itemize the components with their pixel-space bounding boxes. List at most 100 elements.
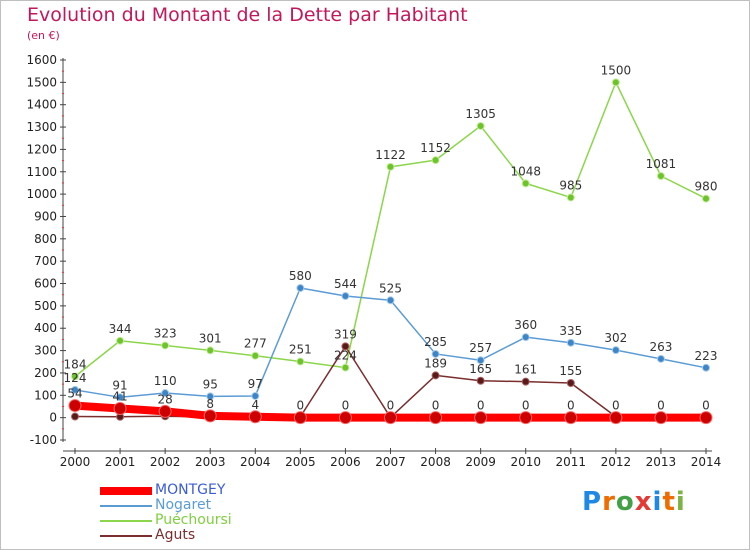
data-point bbox=[71, 412, 79, 421]
data-point bbox=[161, 389, 170, 398]
data-point bbox=[296, 357, 305, 366]
y-tick-label: 500 bbox=[34, 299, 57, 313]
data-label: 319 bbox=[334, 327, 357, 341]
data-point bbox=[609, 411, 623, 425]
data-label: 525 bbox=[379, 281, 402, 295]
data-label-layer: 54 41 28 8 4 0 0 0 0 0 0 0 0 0 0 124 91 110 95 97 580 544 525 2… bbox=[64, 63, 718, 412]
data-point bbox=[203, 409, 217, 423]
legend-label: Nogaret bbox=[155, 497, 212, 513]
unit-label: (en €) bbox=[27, 29, 60, 42]
data-label: 124 bbox=[64, 371, 87, 385]
data-label: 0 bbox=[297, 399, 305, 413]
legend-label: MONTGEY bbox=[155, 482, 226, 498]
data-label: 184 bbox=[64, 358, 87, 372]
legend-swatch bbox=[100, 505, 152, 507]
data-point bbox=[656, 172, 665, 181]
y-tick-label: 1200 bbox=[26, 142, 57, 156]
data-point bbox=[431, 371, 440, 380]
y-tick-label: 700 bbox=[34, 254, 57, 268]
data-point bbox=[476, 376, 485, 385]
data-label: 263 bbox=[649, 340, 672, 354]
data-point bbox=[654, 411, 668, 425]
data-point bbox=[251, 351, 260, 360]
data-label: 1305 bbox=[465, 107, 496, 121]
data-label: 189 bbox=[424, 356, 447, 370]
x-tick-label: 2004 bbox=[240, 455, 271, 469]
x-tick-label: 2000 bbox=[60, 455, 91, 469]
legend-label: Aguts bbox=[155, 527, 196, 543]
data-label: 302 bbox=[604, 331, 627, 345]
data-point bbox=[161, 341, 170, 350]
data-point bbox=[158, 404, 172, 418]
data-point bbox=[341, 363, 350, 372]
x-tick-label: 2007 bbox=[375, 455, 406, 469]
data-label: 323 bbox=[154, 326, 177, 340]
y-tick-label: -100 bbox=[30, 433, 57, 447]
data-label: 161 bbox=[514, 363, 537, 377]
axes: -100010020030040050060070080090010001100… bbox=[26, 53, 721, 469]
data-point bbox=[521, 377, 530, 386]
data-point bbox=[68, 399, 82, 413]
x-tick-label: 2013 bbox=[646, 455, 677, 469]
data-label: 277 bbox=[244, 337, 267, 351]
data-point bbox=[656, 354, 665, 363]
data-point bbox=[116, 336, 125, 345]
x-tick-label: 2005 bbox=[285, 455, 316, 469]
data-label: 360 bbox=[514, 318, 537, 332]
data-label: 335 bbox=[559, 324, 582, 338]
data-label: 165 bbox=[469, 362, 492, 376]
y-tick-label: 600 bbox=[34, 277, 57, 291]
y-tick-label: 400 bbox=[34, 321, 57, 335]
y-tick-label: 200 bbox=[34, 366, 57, 380]
x-tick-label: 2001 bbox=[105, 455, 136, 469]
data-label: 1500 bbox=[601, 63, 632, 77]
data-point bbox=[206, 346, 215, 355]
data-label: 54 bbox=[67, 387, 82, 401]
y-tick-label: 1500 bbox=[26, 75, 57, 89]
data-label: 0 bbox=[477, 399, 485, 413]
data-point bbox=[476, 356, 485, 365]
data-point bbox=[386, 162, 395, 171]
data-label: 223 bbox=[695, 349, 718, 363]
data-point bbox=[476, 121, 485, 130]
legend-swatch bbox=[100, 535, 152, 537]
data-label: 1048 bbox=[510, 164, 541, 178]
data-label: 91 bbox=[112, 378, 127, 392]
y-tick-label: 1600 bbox=[26, 53, 57, 67]
data-point bbox=[248, 410, 262, 424]
x-tick-label: 2002 bbox=[150, 455, 181, 469]
data-point bbox=[564, 411, 578, 425]
data-point bbox=[702, 194, 710, 203]
data-point bbox=[431, 349, 440, 358]
data-label: 0 bbox=[342, 399, 350, 413]
x-tick-label: 2010 bbox=[510, 455, 541, 469]
logo-letter: P bbox=[582, 487, 603, 517]
y-tick-label: 300 bbox=[34, 344, 57, 358]
data-point bbox=[431, 156, 440, 165]
series-montgey bbox=[68, 399, 713, 425]
y-tick-label: 900 bbox=[34, 209, 57, 223]
data-point bbox=[116, 393, 125, 402]
data-point bbox=[699, 411, 713, 425]
data-point bbox=[384, 411, 397, 425]
data-label: 8 bbox=[206, 397, 214, 411]
x-tick-label: 2011 bbox=[556, 455, 587, 469]
data-label: 155 bbox=[559, 364, 582, 378]
x-tick-label: 2006 bbox=[330, 455, 361, 469]
x-tick-label: 2003 bbox=[195, 455, 226, 469]
data-label: 580 bbox=[289, 269, 312, 283]
data-point bbox=[296, 284, 305, 292]
data-label: 0 bbox=[522, 399, 530, 413]
data-label: 0 bbox=[702, 399, 710, 413]
data-point bbox=[611, 346, 620, 355]
data-label: 41 bbox=[112, 389, 127, 403]
data-point bbox=[338, 411, 352, 425]
data-label: 1081 bbox=[646, 157, 677, 171]
data-label: 285 bbox=[424, 335, 447, 349]
data-label: 0 bbox=[387, 399, 395, 413]
data-label: 0 bbox=[612, 399, 620, 413]
data-point bbox=[521, 179, 530, 188]
data-label: 257 bbox=[469, 341, 492, 355]
data-label: 0 bbox=[432, 399, 440, 413]
y-tick-label: 1000 bbox=[26, 187, 57, 201]
